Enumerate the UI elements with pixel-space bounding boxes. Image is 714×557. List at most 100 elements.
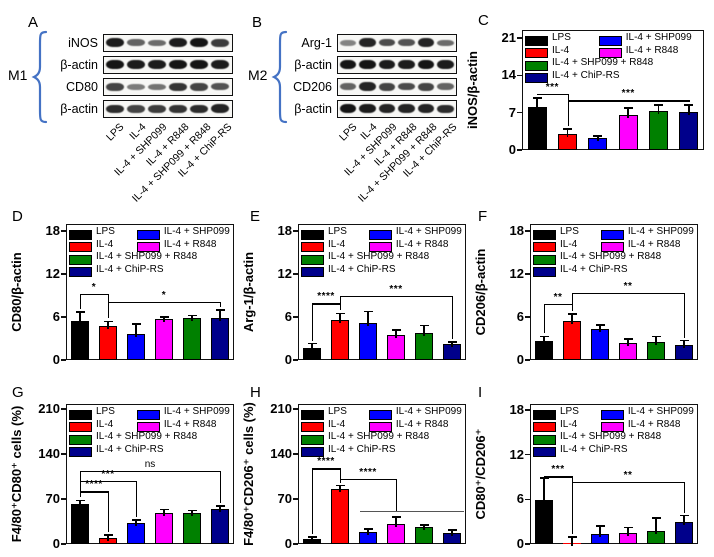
bar-lps xyxy=(527,107,547,150)
significance-label: **** xyxy=(359,467,377,479)
legend-label: IL-4 xyxy=(96,418,114,430)
y-axis-label: F4/80⁺CD206⁺ cells (%) xyxy=(241,402,256,546)
legend-item-il-4: IL-4 xyxy=(533,239,577,252)
protein-band xyxy=(169,38,188,47)
legend-label: LPS xyxy=(560,226,579,237)
panel-e-arg1-bar-chart: E 0 6 12 18 Arg-1/β-actin LPS IL-4 + SHP099 IL-4… xyxy=(234,198,474,367)
legend-item-il-4-chip-rs: IL-4 + ChiP-RS xyxy=(525,70,620,83)
legend-item-il-4: IL-4 xyxy=(301,419,345,432)
protein-band xyxy=(105,38,124,47)
error-bar-cap xyxy=(103,320,113,323)
significance-label: * xyxy=(161,290,167,302)
significance-label: * xyxy=(91,282,97,294)
y-tick-mark xyxy=(61,230,66,232)
legend-swatch-il-4 xyxy=(525,48,548,58)
blot-row-label-actin: β-actin xyxy=(294,58,332,72)
legend-swatch-il-4 xyxy=(533,422,556,432)
significance-bracket-line xyxy=(537,94,569,96)
panel-letter: I xyxy=(478,384,483,401)
y-tick-mark xyxy=(61,359,66,361)
significance-bracket-left-drop xyxy=(572,482,574,535)
bar-il-4 xyxy=(563,321,581,360)
error-bar-cap xyxy=(679,339,689,342)
error-bar-il-4-chip-rs xyxy=(451,529,453,537)
legend-swatch-il-4-shp099-r848 xyxy=(533,434,556,445)
panel-letter: G xyxy=(12,384,24,401)
legend-label: IL-4 + R848 xyxy=(625,44,679,56)
plot-area xyxy=(66,404,234,544)
legend-item-il-4-chip-rs: IL-4 + ChiP-RS xyxy=(69,444,164,457)
y-tick-label: 0 xyxy=(284,352,292,367)
error-bar-cap xyxy=(215,505,225,507)
y-tick-label: 18 xyxy=(509,223,524,239)
error-bar-lps xyxy=(536,97,538,111)
legend-label: IL-4 + R848 xyxy=(163,418,217,430)
legend-label: IL-4 xyxy=(328,238,346,250)
error-bar-il-4-chip-rs xyxy=(451,342,453,347)
legend-label: IL-4 + R848 xyxy=(627,238,681,250)
y-tick-mark xyxy=(525,498,530,501)
error-bar-il-4-shp099 xyxy=(597,136,599,142)
error-bar-cap xyxy=(539,335,549,338)
significance-bracket-right-drop xyxy=(396,479,398,511)
y-tick-label: 18 xyxy=(509,401,524,417)
legend-item-il-4-r848: IL-4 + R848 xyxy=(136,418,217,432)
error-bar-il-4-chip-rs xyxy=(219,309,221,322)
error-bar-cap xyxy=(595,324,605,326)
significance-label: *** xyxy=(621,88,635,100)
error-bar-il-4-r848 xyxy=(395,329,397,338)
significance-label: *** xyxy=(551,464,565,476)
legend-swatch-il-4-shp099 xyxy=(136,229,160,240)
y-tick-label: 12 xyxy=(45,266,60,282)
blot-row-label-cd206: CD206 xyxy=(293,80,332,94)
protein-band xyxy=(339,83,356,90)
bar-il-4-r848 xyxy=(618,114,638,150)
blot-row-label-actin: β-actin xyxy=(60,58,98,72)
protein-band xyxy=(398,39,415,46)
legend-item-il-4-shp099: IL-4 + SHP099 xyxy=(600,226,694,240)
significance-bracket-right-drop xyxy=(452,295,454,340)
error-bar-il-4 xyxy=(566,129,569,137)
error-bar-il-4 xyxy=(571,537,573,546)
significance-bracket-line xyxy=(572,292,686,294)
legend-item-lps: LPS xyxy=(525,32,571,46)
significance-bracket-left-drop xyxy=(544,304,546,334)
error-bar-il-4-r848 xyxy=(627,339,629,346)
error-bar-cap xyxy=(567,536,577,539)
protein-band xyxy=(190,38,209,47)
legend-swatch-il-4 xyxy=(533,242,556,252)
y-axis-label: iNOS/β-actin xyxy=(465,51,480,129)
legend-swatch-il-4 xyxy=(301,242,324,252)
legend: LPS IL-4 + SHP099 IL-4 IL-4 + R848 IL-4 + SH… xyxy=(300,406,464,457)
bar-il-4-shp099 xyxy=(127,334,145,360)
legend-swatch-lps xyxy=(301,229,324,240)
significance-bracket-line xyxy=(80,481,138,483)
error-bar-cap xyxy=(335,484,345,487)
error-bar-cap xyxy=(419,324,429,327)
legend-swatch-il-4-chip-rs xyxy=(525,73,548,83)
y-tick-mark xyxy=(293,543,298,545)
legend-item-il-4-shp099-r848: IL-4 + SHP099 + R848 xyxy=(533,431,661,445)
error-bar-cap xyxy=(651,335,661,338)
y-tick-label: 0 xyxy=(284,536,292,551)
panel-i-cd80-cd206-ratio-chart: I 0 6 12 18 CD80⁺/CD206⁺ LPS IL-4 + SHP099 IL-4 I… xyxy=(466,378,706,551)
y-tick-mark xyxy=(293,230,298,232)
panel-letter: F xyxy=(478,208,488,225)
y-tick-mark xyxy=(517,111,522,114)
legend-swatch-il-4-shp099 xyxy=(368,409,392,420)
legend-label: IL-4 + SHP099 xyxy=(627,406,694,417)
protein-band xyxy=(398,60,415,69)
error-bar-cap xyxy=(103,534,113,536)
legend: LPS IL-4 + SHP099 IL-4 IL-4 + R848 IL-4 + SH… xyxy=(68,226,232,277)
legend-swatch-il-4-shp099 xyxy=(600,409,624,420)
y-tick-label: 0 xyxy=(516,536,524,551)
y-axis-label: F4/80⁺CD80⁺ cells (%) xyxy=(9,405,24,543)
error-bar-cap xyxy=(684,104,694,106)
error-bar-il-4 xyxy=(339,313,341,323)
protein-band xyxy=(211,60,230,69)
error-bar-il-4-shp099 xyxy=(599,526,601,537)
y-tick-label: 6 xyxy=(284,309,292,325)
legend-swatch-il-4-r848 xyxy=(136,422,160,432)
error-bar-cap xyxy=(131,519,141,522)
legend-item-il-4-r848: IL-4 + R848 xyxy=(600,419,680,432)
